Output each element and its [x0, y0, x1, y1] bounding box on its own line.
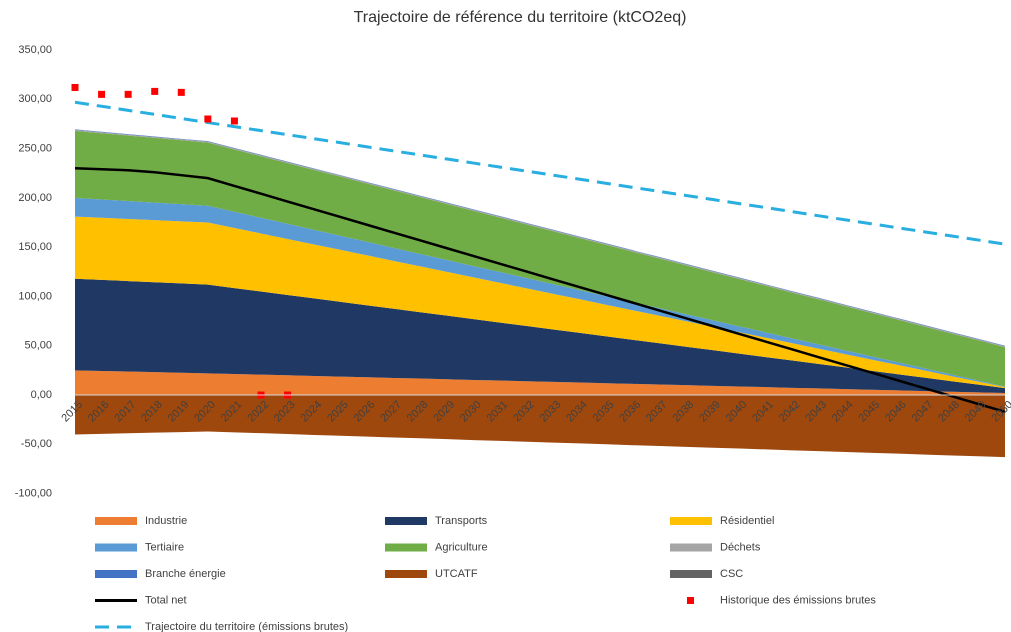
plot-area — [71, 83, 1006, 458]
area — [75, 130, 1005, 387]
legend-swatch — [385, 570, 427, 578]
y-tick-label: -100,00 — [15, 488, 52, 500]
legend-swatch — [687, 597, 694, 604]
legend-label: Résidentiel — [720, 515, 774, 527]
legend-swatch — [95, 543, 137, 552]
legend-label: Transports — [435, 515, 488, 527]
point — [204, 115, 212, 123]
y-tick-label: 350,00 — [18, 44, 52, 56]
y-tick-label: 250,00 — [18, 142, 52, 154]
legend-swatch — [95, 517, 137, 525]
legend-label: Trajectoire du territoire (émissions bru… — [145, 621, 348, 632]
area — [75, 197, 1005, 388]
point — [124, 90, 132, 98]
y-tick-label: 150,00 — [18, 241, 52, 253]
area — [75, 370, 1005, 396]
y-tick-label: -50,00 — [21, 438, 52, 450]
y-tick-label: 0,00 — [31, 389, 52, 401]
legend-swatch — [385, 517, 427, 525]
legend-swatch — [670, 517, 712, 525]
legend-swatch — [385, 543, 427, 552]
legend-label: Industrie — [145, 515, 187, 527]
chart-title: Trajectoire de référence du territoire (… — [354, 9, 687, 26]
legend-label: Total net — [145, 594, 187, 606]
point — [98, 90, 106, 98]
point — [71, 83, 79, 91]
area — [75, 395, 1005, 458]
legend-label: Agriculture — [435, 541, 488, 553]
y-tick-label: 300,00 — [18, 93, 52, 105]
legend-label: Déchets — [720, 541, 761, 553]
line — [74, 100, 1006, 246]
y-tick-label: 100,00 — [18, 290, 52, 302]
legend-label: Branche énergie — [145, 568, 226, 580]
legend-label: UTCATF — [435, 568, 478, 580]
legend-swatch — [670, 543, 712, 552]
line — [74, 167, 1006, 413]
y-tick-label: 200,00 — [18, 192, 52, 204]
point — [230, 117, 238, 125]
point — [177, 88, 185, 96]
legend-swatch — [95, 570, 137, 578]
legend-swatch — [670, 570, 712, 578]
legend-label: Tertiaire — [145, 541, 184, 553]
legend-label: CSC — [720, 568, 743, 580]
y-tick-label: 50,00 — [24, 340, 52, 352]
area — [75, 216, 1005, 389]
area — [75, 278, 1005, 394]
legend-label: Historique des émissions brutes — [720, 594, 876, 606]
point — [151, 87, 159, 95]
